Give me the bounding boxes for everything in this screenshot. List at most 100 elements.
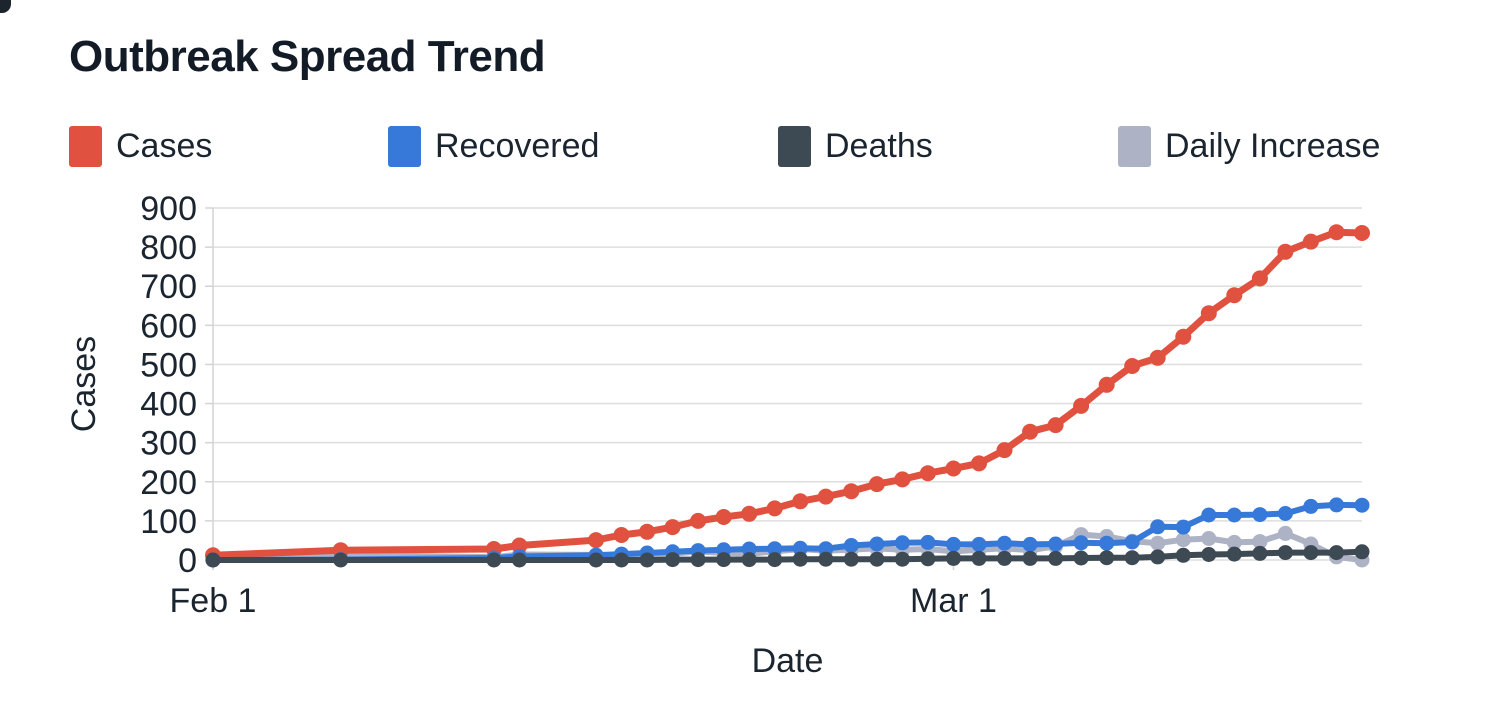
data-point-recovered[interactable] (869, 536, 885, 552)
data-point-deaths[interactable] (1073, 550, 1089, 566)
data-point-recovered[interactable] (920, 534, 936, 550)
data-point-cases[interactable] (766, 500, 783, 517)
data-point-cases[interactable] (639, 523, 656, 540)
data-point-cases[interactable] (945, 460, 962, 477)
data-point-deaths[interactable] (1226, 546, 1242, 562)
data-point-cases[interactable] (715, 509, 732, 525)
data-point-recovered[interactable] (741, 541, 757, 557)
data-point-cases[interactable] (843, 483, 860, 500)
data-point-cases[interactable] (1302, 233, 1319, 250)
data-point-recovered[interactable] (1073, 535, 1089, 551)
data-point-daily-increase[interactable] (1150, 535, 1166, 551)
data-point-cases[interactable] (664, 519, 681, 536)
data-point-cases[interactable] (1277, 243, 1294, 260)
data-point-cases[interactable] (613, 527, 630, 543)
data-point-recovered[interactable] (1175, 519, 1191, 535)
data-point-deaths[interactable] (843, 551, 859, 567)
data-point-deaths[interactable] (1175, 547, 1191, 563)
data-point-cases[interactable] (1328, 224, 1345, 241)
data-point-recovered[interactable] (792, 540, 808, 556)
data-point-recovered[interactable] (997, 535, 1012, 551)
data-point-deaths[interactable] (767, 552, 783, 568)
data-point-cases[interactable] (1251, 270, 1268, 287)
data-point-recovered[interactable] (894, 535, 910, 551)
data-point-deaths[interactable] (818, 551, 834, 567)
data-point-cases[interactable] (1124, 358, 1141, 374)
data-point-deaths[interactable] (486, 552, 502, 568)
data-point-deaths[interactable] (1048, 550, 1064, 566)
data-point-deaths[interactable] (1022, 550, 1038, 566)
data-point-deaths[interactable] (741, 552, 757, 568)
data-point-cases[interactable] (1354, 225, 1370, 241)
data-point-recovered[interactable] (1329, 497, 1344, 513)
data-point-cases[interactable] (1149, 349, 1166, 366)
data-point-recovered[interactable] (1303, 498, 1319, 514)
data-point-recovered[interactable] (1124, 534, 1140, 550)
data-point-recovered[interactable] (1354, 497, 1370, 513)
data-point-deaths[interactable] (205, 552, 221, 568)
data-point-cases[interactable] (1022, 423, 1039, 440)
data-point-deaths[interactable] (1099, 550, 1115, 566)
data-point-deaths[interactable] (588, 552, 604, 568)
data-point-recovered[interactable] (1150, 519, 1166, 535)
legend-item-deaths[interactable]: Deaths (778, 126, 933, 167)
data-point-cases[interactable] (792, 493, 809, 510)
data-point-daily-increase[interactable] (1201, 531, 1217, 546)
data-point-daily-increase[interactable] (1252, 534, 1268, 550)
legend-item-daily-increase[interactable]: Daily Increase (1118, 126, 1380, 167)
data-point-recovered[interactable] (767, 541, 783, 557)
data-point-cases[interactable] (996, 442, 1013, 459)
data-point-recovered[interactable] (1048, 536, 1064, 552)
data-point-deaths[interactable] (1329, 545, 1344, 561)
data-point-recovered[interactable] (1226, 507, 1242, 523)
data-point-daily-increase[interactable] (1175, 532, 1191, 548)
data-point-deaths[interactable] (997, 550, 1012, 566)
legend-item-cases[interactable]: Cases (69, 126, 212, 167)
data-point-deaths[interactable] (894, 551, 910, 567)
data-point-recovered[interactable] (971, 536, 987, 552)
data-point-deaths[interactable] (869, 551, 885, 567)
data-point-deaths[interactable] (1201, 547, 1217, 562)
data-point-cases[interactable] (1175, 328, 1192, 345)
data-point-cases[interactable] (817, 488, 834, 505)
data-point-deaths[interactable] (1150, 549, 1166, 565)
data-point-recovered[interactable] (1201, 507, 1217, 523)
data-point-cases[interactable] (1047, 417, 1064, 434)
data-point-recovered[interactable] (946, 536, 961, 552)
data-point-cases[interactable] (1200, 305, 1217, 322)
data-point-cases[interactable] (741, 505, 758, 522)
data-point-cases[interactable] (894, 471, 911, 488)
data-point-deaths[interactable] (971, 550, 987, 566)
data-point-cases[interactable] (919, 465, 936, 482)
data-point-cases[interactable] (588, 532, 604, 549)
data-point-recovered[interactable] (1252, 507, 1268, 523)
data-point-cases[interactable] (1098, 376, 1115, 393)
data-point-deaths[interactable] (1354, 544, 1370, 560)
data-point-recovered[interactable] (1277, 506, 1293, 521)
data-point-cases[interactable] (1226, 287, 1243, 304)
data-point-recovered[interactable] (1099, 535, 1115, 551)
data-point-deaths[interactable] (1277, 545, 1293, 561)
data-point-recovered[interactable] (818, 541, 834, 557)
data-point-deaths[interactable] (792, 551, 808, 567)
data-point-deaths[interactable] (665, 552, 681, 568)
data-point-cases[interactable] (511, 537, 528, 554)
data-point-deaths[interactable] (1252, 545, 1268, 561)
data-point-cases[interactable] (868, 476, 885, 493)
data-point-deaths[interactable] (690, 552, 706, 568)
data-point-deaths[interactable] (946, 550, 961, 566)
legend-item-recovered[interactable]: Recovered (388, 126, 599, 167)
data-point-deaths[interactable] (333, 552, 349, 568)
data-point-daily-increase[interactable] (1277, 525, 1293, 541)
data-point-deaths[interactable] (1124, 550, 1140, 566)
data-point-cases[interactable] (971, 455, 987, 472)
data-point-cases[interactable] (1073, 397, 1090, 414)
data-point-daily-increase[interactable] (1226, 534, 1242, 550)
data-point-deaths[interactable] (511, 552, 527, 568)
data-point-deaths[interactable] (716, 552, 732, 568)
data-point-deaths[interactable] (920, 551, 936, 567)
data-point-recovered[interactable] (1022, 536, 1038, 552)
data-point-deaths[interactable] (639, 552, 655, 568)
data-point-deaths[interactable] (614, 552, 629, 568)
data-point-deaths[interactable] (1303, 545, 1319, 561)
